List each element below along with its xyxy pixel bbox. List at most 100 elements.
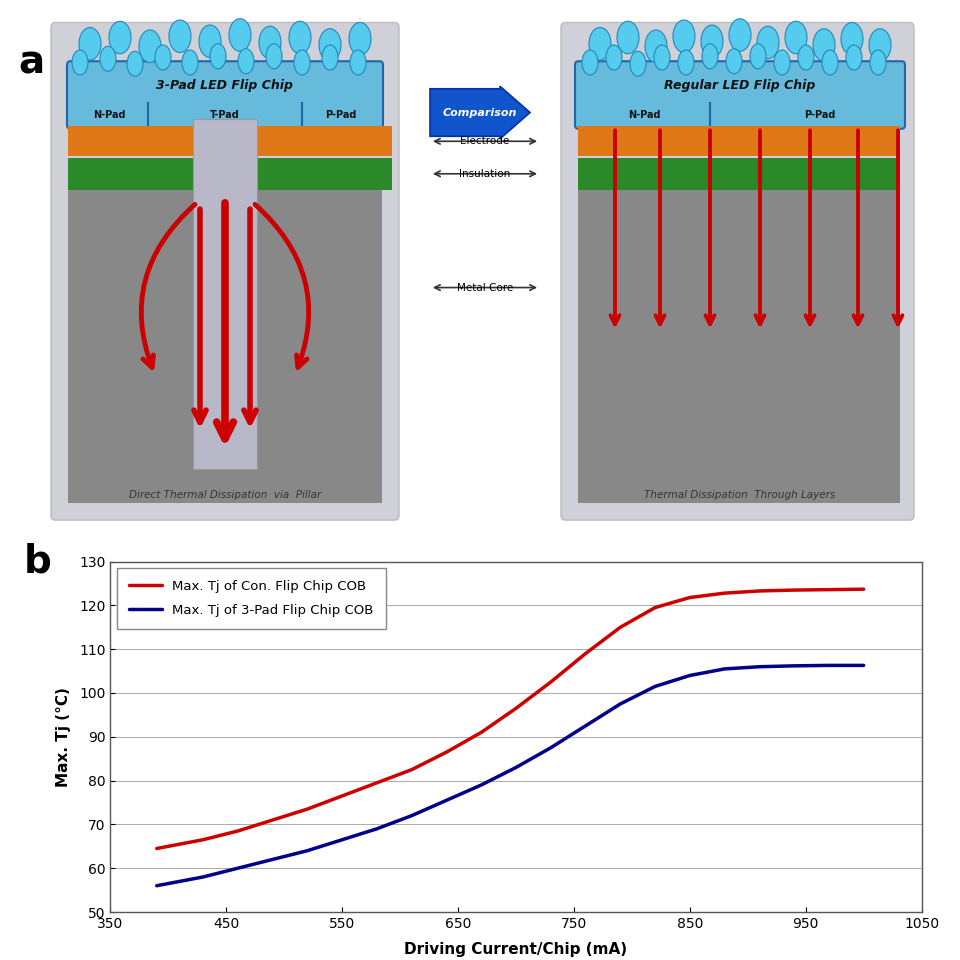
Ellipse shape (210, 44, 226, 69)
Max. Tj of Con. Flip Chip COB (301, 804, 313, 815)
Ellipse shape (100, 46, 116, 71)
Ellipse shape (582, 50, 598, 75)
Ellipse shape (294, 50, 310, 75)
Max. Tj of 3-Pad Flip Chip COB (475, 780, 487, 791)
Max. Tj of Con. Flip Chip COB (545, 676, 557, 687)
Max. Tj of Con. Flip Chip COB (198, 834, 209, 846)
Ellipse shape (654, 45, 670, 70)
Max. Tj of 3-Pad Flip Chip COB (580, 720, 591, 732)
Max. Tj of 3-Pad Flip Chip COB (441, 795, 452, 806)
Ellipse shape (774, 50, 790, 75)
Ellipse shape (72, 50, 88, 75)
Line: Max. Tj of Con. Flip Chip COB: Max. Tj of Con. Flip Chip COB (156, 589, 864, 849)
Bar (578, 157, 900, 190)
Max. Tj of Con. Flip Chip COB (614, 621, 626, 633)
Ellipse shape (199, 25, 221, 58)
Max. Tj of 3-Pad Flip Chip COB (719, 663, 731, 675)
Max. Tj of Con. Flip Chip COB (858, 584, 870, 595)
Line: Max. Tj of 3-Pad Flip Chip COB: Max. Tj of 3-Pad Flip Chip COB (156, 665, 864, 886)
Ellipse shape (289, 21, 311, 54)
Ellipse shape (702, 44, 718, 69)
Bar (237, 127, 392, 156)
Legend: Max. Tj of Con. Flip Chip COB, Max. Tj of 3-Pad Flip Chip COB: Max. Tj of Con. Flip Chip COB, Max. Tj o… (117, 568, 386, 629)
Bar (68, 157, 223, 190)
Ellipse shape (726, 49, 742, 74)
X-axis label: Driving Current/Chip (mA): Driving Current/Chip (mA) (404, 942, 628, 957)
Max. Tj of Con. Flip Chip COB (406, 764, 418, 776)
Text: N-Pad: N-Pad (93, 110, 125, 120)
Bar (193, 119, 257, 468)
Max. Tj of Con. Flip Chip COB (788, 585, 800, 596)
Text: Insulation: Insulation (460, 169, 511, 179)
Max. Tj of Con. Flip Chip COB (580, 648, 591, 660)
Ellipse shape (645, 30, 667, 62)
Max. Tj of 3-Pad Flip Chip COB (545, 742, 557, 754)
Bar (68, 127, 223, 156)
Max. Tj of 3-Pad Flip Chip COB (754, 660, 765, 672)
Ellipse shape (79, 28, 101, 60)
Max. Tj of Con. Flip Chip COB (441, 746, 452, 757)
FancyArrow shape (430, 86, 530, 139)
Max. Tj of 3-Pad Flip Chip COB (614, 698, 626, 709)
Ellipse shape (606, 45, 622, 70)
Ellipse shape (350, 50, 366, 75)
Max. Tj of 3-Pad Flip Chip COB (823, 660, 834, 671)
Max. Tj of 3-Pad Flip Chip COB (267, 853, 278, 865)
Max. Tj of Con. Flip Chip COB (475, 727, 487, 738)
Max. Tj of Con. Flip Chip COB (649, 602, 660, 613)
Ellipse shape (701, 25, 723, 58)
Ellipse shape (678, 50, 694, 75)
Text: 3-Pad LED Flip Chip: 3-Pad LED Flip Chip (156, 79, 294, 91)
Ellipse shape (846, 45, 862, 70)
FancyBboxPatch shape (561, 22, 914, 520)
Ellipse shape (229, 19, 251, 51)
Ellipse shape (259, 26, 281, 59)
Max. Tj of 3-Pad Flip Chip COB (684, 670, 696, 682)
Max. Tj of 3-Pad Flip Chip COB (788, 660, 800, 672)
Max. Tj of Con. Flip Chip COB (511, 703, 522, 714)
Max. Tj of Con. Flip Chip COB (372, 777, 383, 788)
Max. Tj of 3-Pad Flip Chip COB (232, 862, 244, 874)
Text: b: b (24, 542, 52, 581)
Ellipse shape (349, 22, 371, 55)
Ellipse shape (757, 26, 779, 59)
Text: P-Pad: P-Pad (325, 110, 357, 120)
FancyBboxPatch shape (575, 61, 905, 129)
Max. Tj of Con. Flip Chip COB (823, 584, 834, 595)
Max. Tj of 3-Pad Flip Chip COB (511, 761, 522, 773)
Max. Tj of 3-Pad Flip Chip COB (336, 834, 348, 846)
Ellipse shape (673, 20, 695, 53)
Ellipse shape (266, 44, 282, 69)
Text: Thermal Dissipation  Through Layers: Thermal Dissipation Through Layers (644, 491, 835, 500)
Y-axis label: Max. Tj (°C): Max. Tj (°C) (56, 686, 71, 787)
Ellipse shape (841, 22, 863, 55)
Max. Tj of 3-Pad Flip Chip COB (151, 880, 162, 892)
Text: Comparison: Comparison (443, 108, 517, 117)
Ellipse shape (870, 50, 886, 75)
Text: N-Pad: N-Pad (628, 110, 660, 120)
Max. Tj of Con. Flip Chip COB (232, 826, 244, 837)
Bar (237, 157, 392, 190)
Max. Tj of 3-Pad Flip Chip COB (301, 845, 313, 856)
Ellipse shape (822, 50, 838, 75)
Text: Direct Thermal Dissipation  via  Pillar: Direct Thermal Dissipation via Pillar (129, 491, 322, 500)
Max. Tj of Con. Flip Chip COB (336, 790, 348, 802)
Ellipse shape (785, 21, 807, 54)
Ellipse shape (869, 29, 891, 61)
Ellipse shape (750, 44, 766, 69)
Text: Electrode: Electrode (461, 136, 510, 146)
Ellipse shape (322, 45, 338, 70)
Ellipse shape (798, 45, 814, 70)
Max. Tj of Con. Flip Chip COB (267, 814, 278, 826)
Ellipse shape (238, 49, 254, 74)
Max. Tj of Con. Flip Chip COB (719, 588, 731, 599)
Max. Tj of Con. Flip Chip COB (151, 843, 162, 854)
Bar (578, 190, 900, 503)
Max. Tj of Con. Flip Chip COB (754, 586, 765, 597)
Ellipse shape (155, 45, 171, 70)
Ellipse shape (729, 19, 751, 51)
Ellipse shape (182, 50, 198, 75)
Ellipse shape (589, 28, 611, 60)
Ellipse shape (169, 20, 191, 53)
Text: a: a (18, 44, 44, 82)
